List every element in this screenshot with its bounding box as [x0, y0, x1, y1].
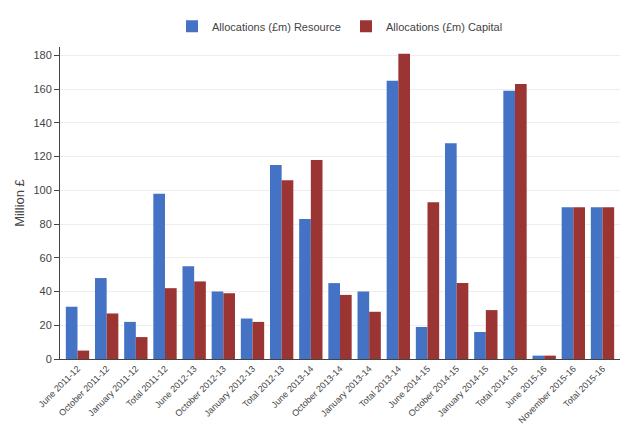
- svg-text:100: 100: [33, 184, 51, 196]
- svg-text:January 2014-15: January 2014-15: [436, 364, 491, 419]
- svg-text:20: 20: [40, 319, 52, 331]
- svg-text:June 2014-15: June 2014-15: [386, 364, 432, 410]
- svg-text:June 2015-16: June 2015-16: [503, 364, 549, 410]
- svg-text:November 2015-16: November 2015-16: [516, 364, 578, 426]
- svg-text:40: 40: [40, 285, 52, 297]
- svg-text:Allocations (£m) Resource: Allocations (£m) Resource: [212, 21, 341, 33]
- svg-text:80: 80: [40, 218, 52, 230]
- svg-text:January 2013-14: January 2013-14: [319, 364, 374, 419]
- svg-text:June 2013-14: June 2013-14: [269, 364, 315, 410]
- svg-text:Total 2011-12: Total 2011-12: [124, 364, 169, 409]
- svg-text:January 2011-12: January 2011-12: [86, 364, 140, 418]
- svg-text:Total 2013-14: Total 2013-14: [357, 364, 403, 410]
- svg-text:Total 2015-16: Total 2015-16: [561, 364, 607, 410]
- svg-text:October 2013-14: October 2013-14: [290, 364, 345, 419]
- svg-text:January 2012-13: January 2012-13: [202, 364, 257, 419]
- svg-text:October 2014-15: October 2014-15: [406, 364, 461, 419]
- svg-text:June 2012-13: June 2012-13: [153, 364, 199, 410]
- svg-text:60: 60: [40, 252, 52, 264]
- svg-text:Total 2014-15: Total 2014-15: [474, 364, 520, 410]
- svg-text:160: 160: [33, 83, 51, 95]
- svg-text:0: 0: [46, 353, 52, 365]
- svg-text:Million £: Million £: [12, 178, 27, 226]
- svg-text:140: 140: [33, 117, 51, 129]
- svg-text:180: 180: [33, 49, 51, 61]
- svg-text:October 2011-12: October 2011-12: [57, 364, 111, 418]
- svg-text:June 2011-12: June 2011-12: [37, 364, 83, 410]
- svg-text:October 2012-13: October 2012-13: [173, 364, 228, 419]
- svg-text:120: 120: [33, 150, 51, 162]
- svg-text:Total 2012-13: Total 2012-13: [241, 364, 287, 410]
- svg-text:Allocations (£m) Capital: Allocations (£m) Capital: [386, 21, 502, 33]
